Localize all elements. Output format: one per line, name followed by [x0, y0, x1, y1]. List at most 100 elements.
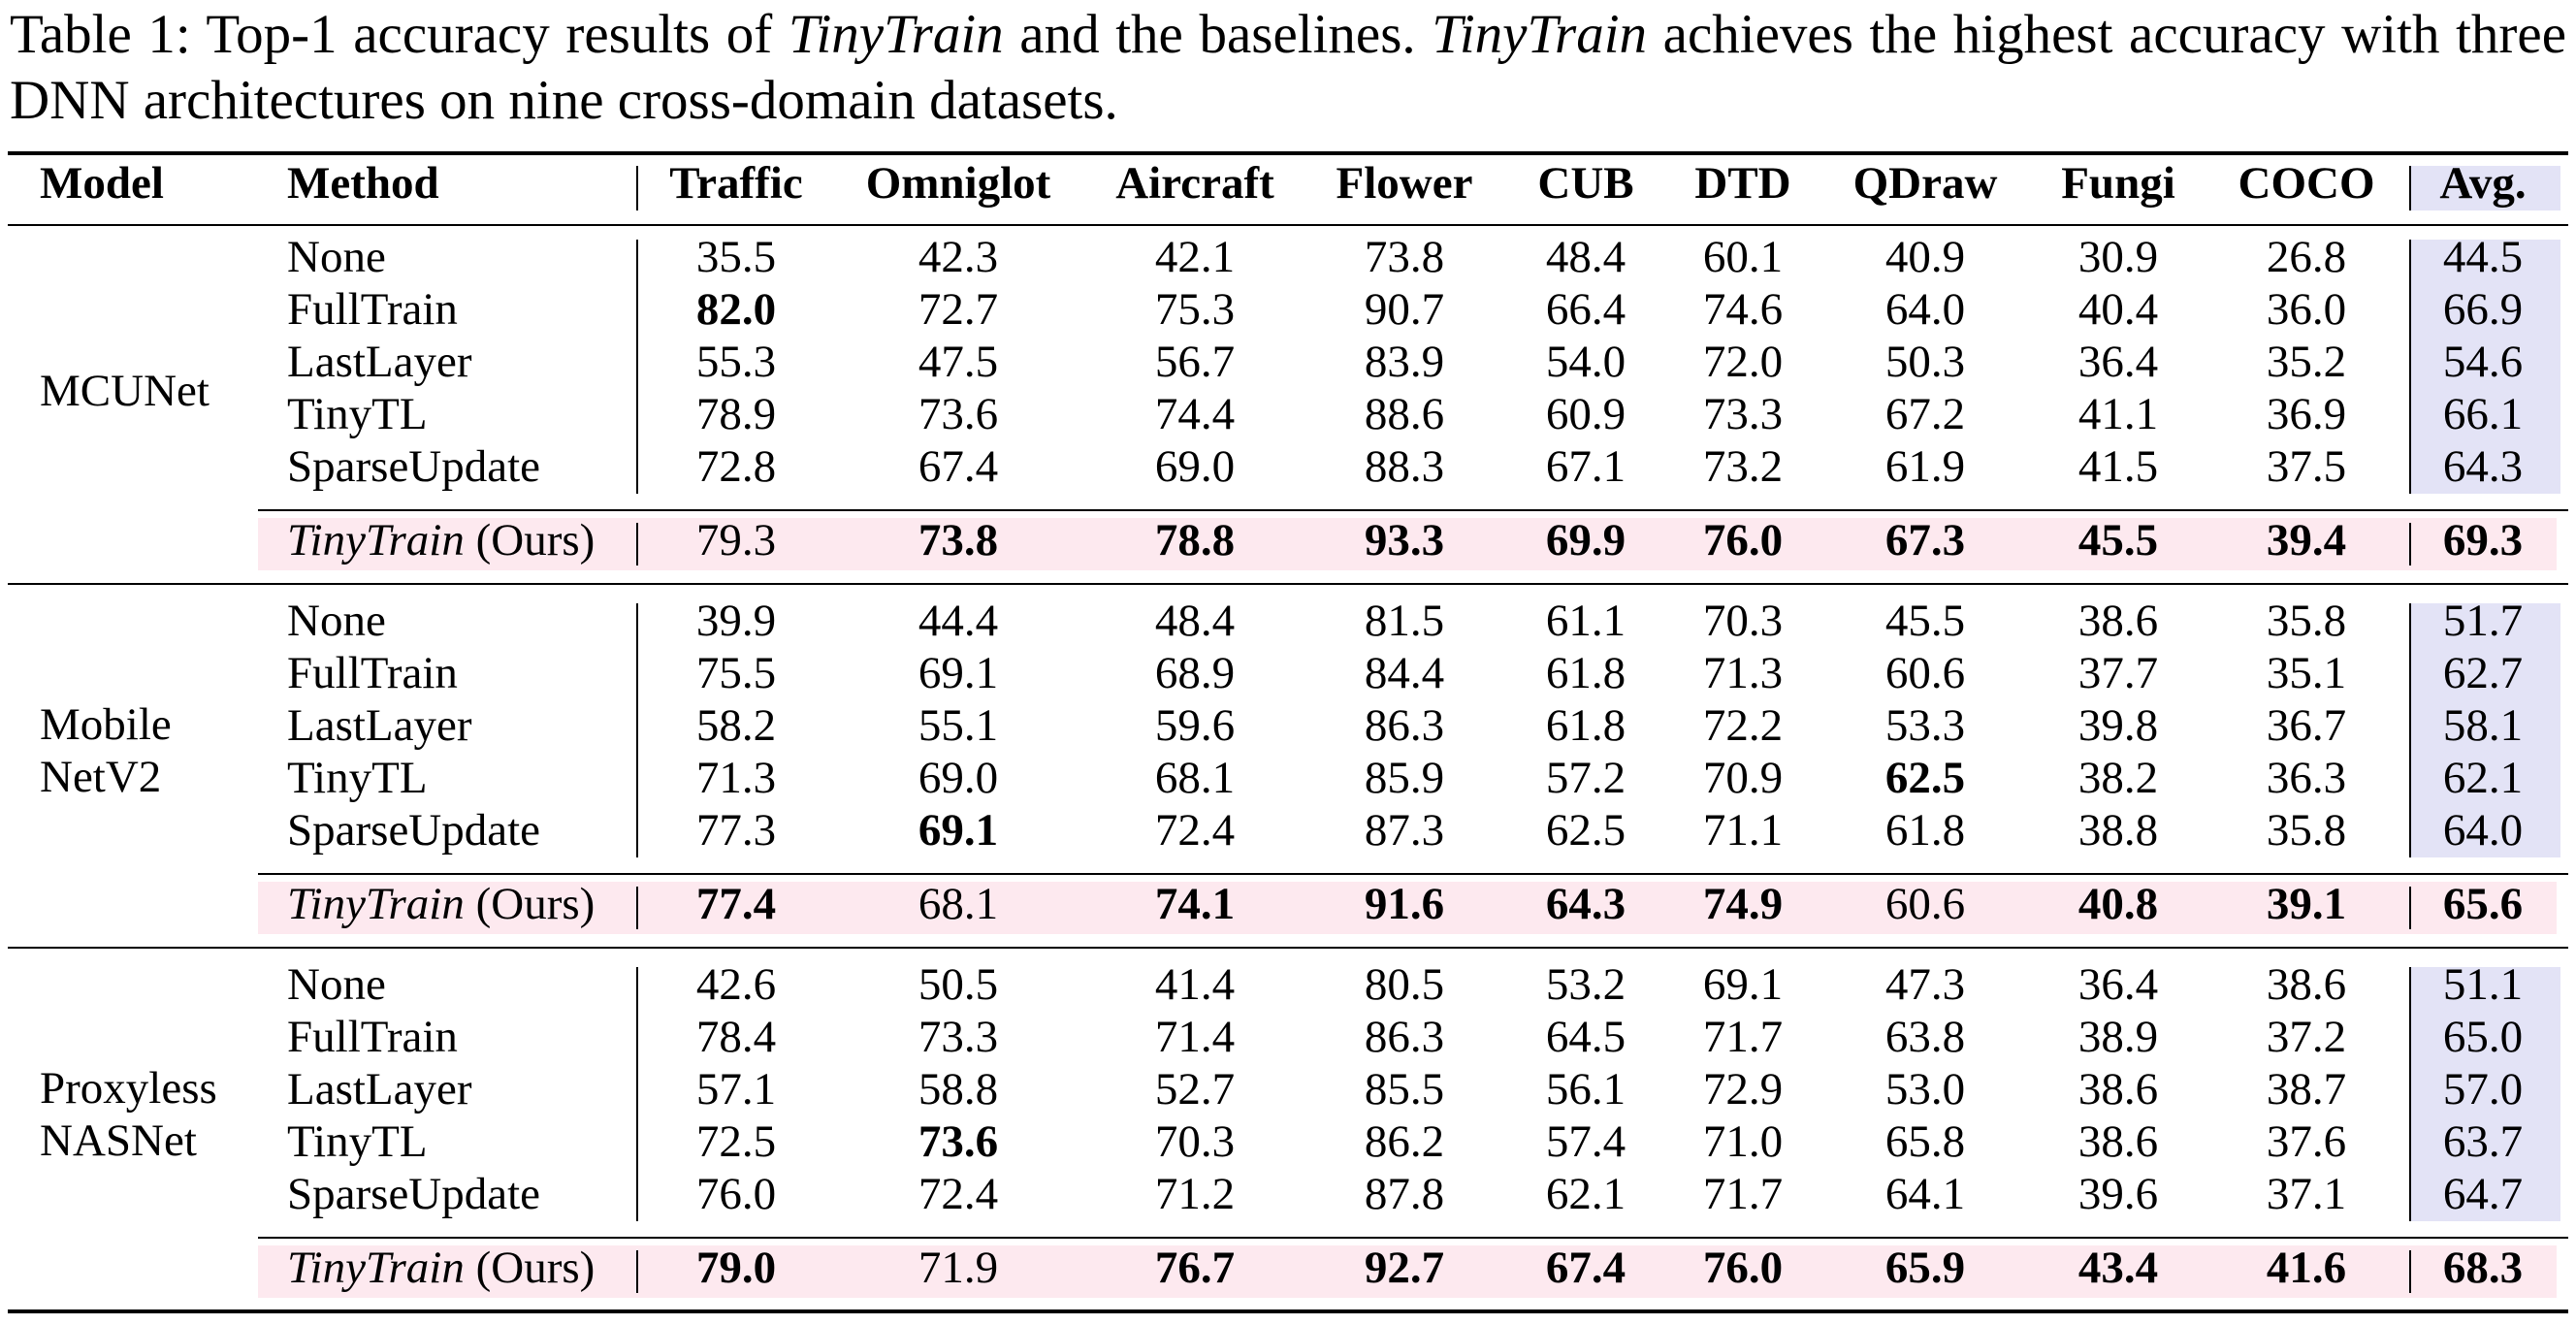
- column-header: Method: [287, 158, 439, 209]
- cell: 65.8: [1885, 1116, 1965, 1167]
- cell: 72.4: [1155, 805, 1235, 856]
- cell: 71.1: [1703, 805, 1783, 856]
- cell: 48.4: [1155, 596, 1235, 646]
- cell: 36.4: [2078, 337, 2158, 387]
- column-header: CUB: [1537, 158, 1633, 209]
- cell: 80.5: [1365, 959, 1444, 1010]
- cell: 26.8: [2267, 232, 2346, 282]
- cell: 65.9: [1885, 1243, 1965, 1293]
- cell: 64.3: [2443, 441, 2523, 492]
- cell: 93.3: [1365, 515, 1444, 566]
- cell: 71.4: [1155, 1012, 1235, 1062]
- cell: 36.0: [2267, 284, 2346, 335]
- column-header: Avg.: [2439, 158, 2526, 209]
- cell: 85.5: [1365, 1064, 1444, 1115]
- cell: 35.5: [696, 232, 776, 282]
- cell: 72.0: [1703, 337, 1783, 387]
- cell: 39.1: [2267, 879, 2346, 929]
- cell: 41.1: [2078, 389, 2158, 439]
- method-label: SparseUpdate: [287, 441, 540, 492]
- method-label: TinyTrain (Ours): [287, 1243, 595, 1293]
- cell: 77.4: [696, 879, 776, 929]
- cell: 39.9: [696, 596, 776, 646]
- model-label: Mobile: [40, 699, 172, 750]
- avg-highlight: [2410, 967, 2560, 1221]
- cell: 57.2: [1546, 753, 1626, 803]
- cell: 63.8: [1885, 1012, 1965, 1062]
- cell: 41.6: [2267, 1243, 2346, 1293]
- method-note: (Ours): [476, 515, 596, 566]
- cell: 65.6: [2443, 879, 2523, 929]
- cell: 38.6: [2078, 1116, 2158, 1167]
- cell: 38.9: [2078, 1012, 2158, 1062]
- method-label: SparseUpdate: [287, 1169, 540, 1219]
- cell: 55.3: [696, 337, 776, 387]
- cell: 68.1: [1155, 753, 1235, 803]
- cell: 71.9: [918, 1243, 998, 1293]
- cell: 50.5: [918, 959, 998, 1010]
- cell: 73.6: [918, 389, 998, 439]
- cell: 52.7: [1155, 1064, 1235, 1115]
- cell: 90.7: [1365, 284, 1444, 335]
- cell: 74.9: [1703, 879, 1783, 929]
- method-name: TinyTrain: [287, 879, 465, 929]
- cell: 38.6: [2078, 596, 2158, 646]
- cell: 66.1: [2443, 389, 2523, 439]
- cell: 36.9: [2267, 389, 2346, 439]
- cell: 71.7: [1703, 1169, 1783, 1219]
- cell: 61.9: [1885, 441, 1965, 492]
- cell: 51.7: [2443, 596, 2523, 646]
- cell: 53.2: [1546, 959, 1626, 1010]
- cell: 82.0: [696, 284, 776, 335]
- cell: 36.7: [2267, 700, 2346, 751]
- cell: 83.9: [1365, 337, 1444, 387]
- cell: 64.3: [1546, 879, 1626, 929]
- method-label: LastLayer: [287, 337, 472, 387]
- cell: 78.9: [696, 389, 776, 439]
- cell: 70.3: [1703, 596, 1783, 646]
- cell: 91.6: [1365, 879, 1444, 929]
- cell: 62.7: [2443, 648, 2523, 698]
- cell: 87.8: [1365, 1169, 1444, 1219]
- cell: 37.6: [2267, 1116, 2346, 1167]
- method-label: SparseUpdate: [287, 805, 540, 856]
- cell: 76.0: [1703, 515, 1783, 566]
- cell: 35.1: [2267, 648, 2346, 698]
- cell: 68.1: [918, 879, 998, 929]
- caption-text: achieves the highest accuracy with three…: [10, 4, 2566, 131]
- method-label: TinyTL: [287, 1116, 428, 1167]
- cell: 45.5: [1885, 596, 1965, 646]
- method-label: TinyTL: [287, 389, 428, 439]
- ours-highlight: [258, 518, 2557, 570]
- cell: 64.1: [1885, 1169, 1965, 1219]
- cell: 70.9: [1703, 753, 1783, 803]
- cell: 76.0: [696, 1169, 776, 1219]
- cell: 87.3: [1365, 805, 1444, 856]
- cell: 88.6: [1365, 389, 1444, 439]
- cell: 53.0: [1885, 1064, 1965, 1115]
- cell: 35.2: [2267, 337, 2346, 387]
- caption-text: and the baselines.: [1003, 4, 1433, 65]
- cell: 58.1: [2443, 700, 2523, 751]
- column-header: Model: [40, 158, 164, 209]
- method-note: (Ours): [476, 1243, 596, 1293]
- caption-text: TinyTrain: [1432, 4, 1648, 65]
- caption-text: TinyTrain: [788, 4, 1004, 65]
- cell: 39.8: [2078, 700, 2158, 751]
- column-header: Omniglot: [866, 158, 1051, 209]
- ours-highlight: [258, 1245, 2557, 1298]
- cell: 55.1: [918, 700, 998, 751]
- cell: 61.8: [1546, 648, 1626, 698]
- method-label: FullTrain: [287, 1012, 458, 1062]
- cell: 51.1: [2443, 959, 2523, 1010]
- cell: 39.4: [2267, 515, 2346, 566]
- method-label: None: [287, 596, 386, 646]
- cell: 72.7: [918, 284, 998, 335]
- cell: 38.6: [2078, 1064, 2158, 1115]
- cell: 68.3: [2443, 1243, 2523, 1293]
- cell: 56.1: [1546, 1064, 1626, 1115]
- caption-text: Table 1: Top-1 accuracy results of: [10, 4, 789, 65]
- method-name: TinyTrain: [287, 515, 465, 566]
